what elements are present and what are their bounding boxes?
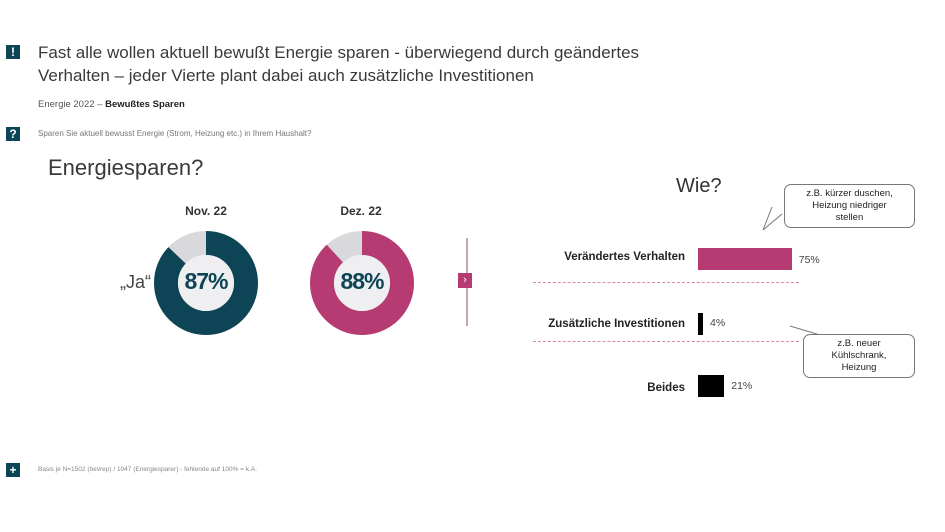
donut-slice (310, 231, 414, 335)
bubble-tail-1 (762, 206, 783, 231)
category-label-beides: Beides (647, 382, 685, 394)
breadcrumb-prefix: Energie 2022 – (38, 99, 106, 110)
donut-section-title: Energiesparen? (48, 155, 204, 180)
category-label-investitionen: Zusätzliche Investitionen (548, 318, 685, 330)
separator-2 (533, 341, 799, 342)
chevron-right-icon[interactable]: › (458, 273, 472, 288)
bar-investitionen (698, 313, 703, 335)
month-label-dez: Dez. 22 (340, 204, 382, 218)
bar-beides (698, 375, 725, 397)
annotation-bubble-investitionen: z.B. neuer Kühlschrank, Heizung (803, 334, 915, 378)
category-label-verhalten: Verändertes Verhalten (564, 251, 685, 263)
annotation-line: Kühlschrank, (831, 350, 887, 361)
question-icon: ? (6, 127, 20, 141)
footnote: Basis je N=1502 (bevrep) / 1047 (Energie… (38, 466, 257, 473)
annotation-line: z.B. kürzer duschen, (806, 188, 893, 199)
plus-icon[interactable]: + (6, 463, 20, 477)
donut-value-dez: 88% (340, 268, 384, 294)
donut-center (178, 255, 234, 311)
row-label-ja: „Ja“ (120, 272, 151, 292)
donut-center (334, 255, 390, 311)
annotation-line: Heizung (841, 362, 877, 373)
donut-slice (154, 231, 258, 335)
breadcrumb-current: Bewußtes Sparen (105, 99, 185, 110)
page-title: Fast alle wollen aktuell bewußt Energie … (38, 43, 640, 85)
donut-nov (154, 231, 258, 335)
donut-value-nov: 87% (184, 268, 228, 294)
annotation-line: Heizung niedriger (812, 200, 887, 211)
exclamation-icon: ! (6, 45, 20, 59)
annotation-line: z.B. neuer (837, 338, 881, 349)
separator-1 (533, 282, 799, 283)
bar-value-beides: 21% (731, 380, 753, 392)
bar-value-investitionen: 4% (710, 317, 726, 329)
bar-value-verhalten: 75% (798, 254, 820, 266)
annotation-bubble-verhalten: z.B. kürzer duschen, Heizung niedriger s… (784, 184, 915, 228)
month-label-nov: Nov. 22 (185, 204, 227, 218)
survey-question: Sparen Sie aktuell bewusst Energie (Stro… (38, 129, 312, 138)
bar-verhalten (698, 248, 792, 270)
annotation-line: stellen (835, 212, 864, 223)
bar-section-title: Wie? (676, 175, 722, 197)
donut-dez (310, 231, 414, 335)
breadcrumb: Energie 2022 – Bewußtes Sparen (38, 99, 185, 110)
